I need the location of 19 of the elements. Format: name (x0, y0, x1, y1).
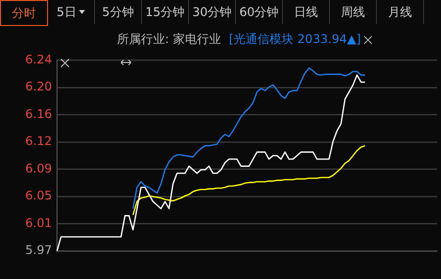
text: 15分钟 (145, 4, 185, 20)
text: 60分钟 (239, 4, 279, 20)
text: 5分钟 (102, 4, 134, 20)
y-tick-label: 6.16 (25, 106, 52, 121)
y-tick-label: 6.12 (25, 134, 52, 148)
y-tick-label: 6.05 (25, 188, 52, 203)
text: 所属行业: 家电行业 (117, 31, 221, 48)
y-tick-label: 6.01 (25, 216, 52, 230)
text: 30分钟 (192, 4, 232, 20)
y-tick-label: 5.97 (25, 243, 52, 258)
y-tick-label: 6.24 (25, 52, 52, 66)
y-tick-label: 6.20 (25, 80, 52, 94)
y-tick-label: 6.09 (25, 161, 52, 176)
text: 日线 (294, 4, 318, 20)
text: 分时 (12, 4, 36, 22)
text: 月线 (388, 4, 412, 20)
text: 周线 (341, 4, 365, 20)
text: [光通信模块 2033.94▲] (228, 31, 361, 48)
text: 5日 (56, 4, 76, 20)
